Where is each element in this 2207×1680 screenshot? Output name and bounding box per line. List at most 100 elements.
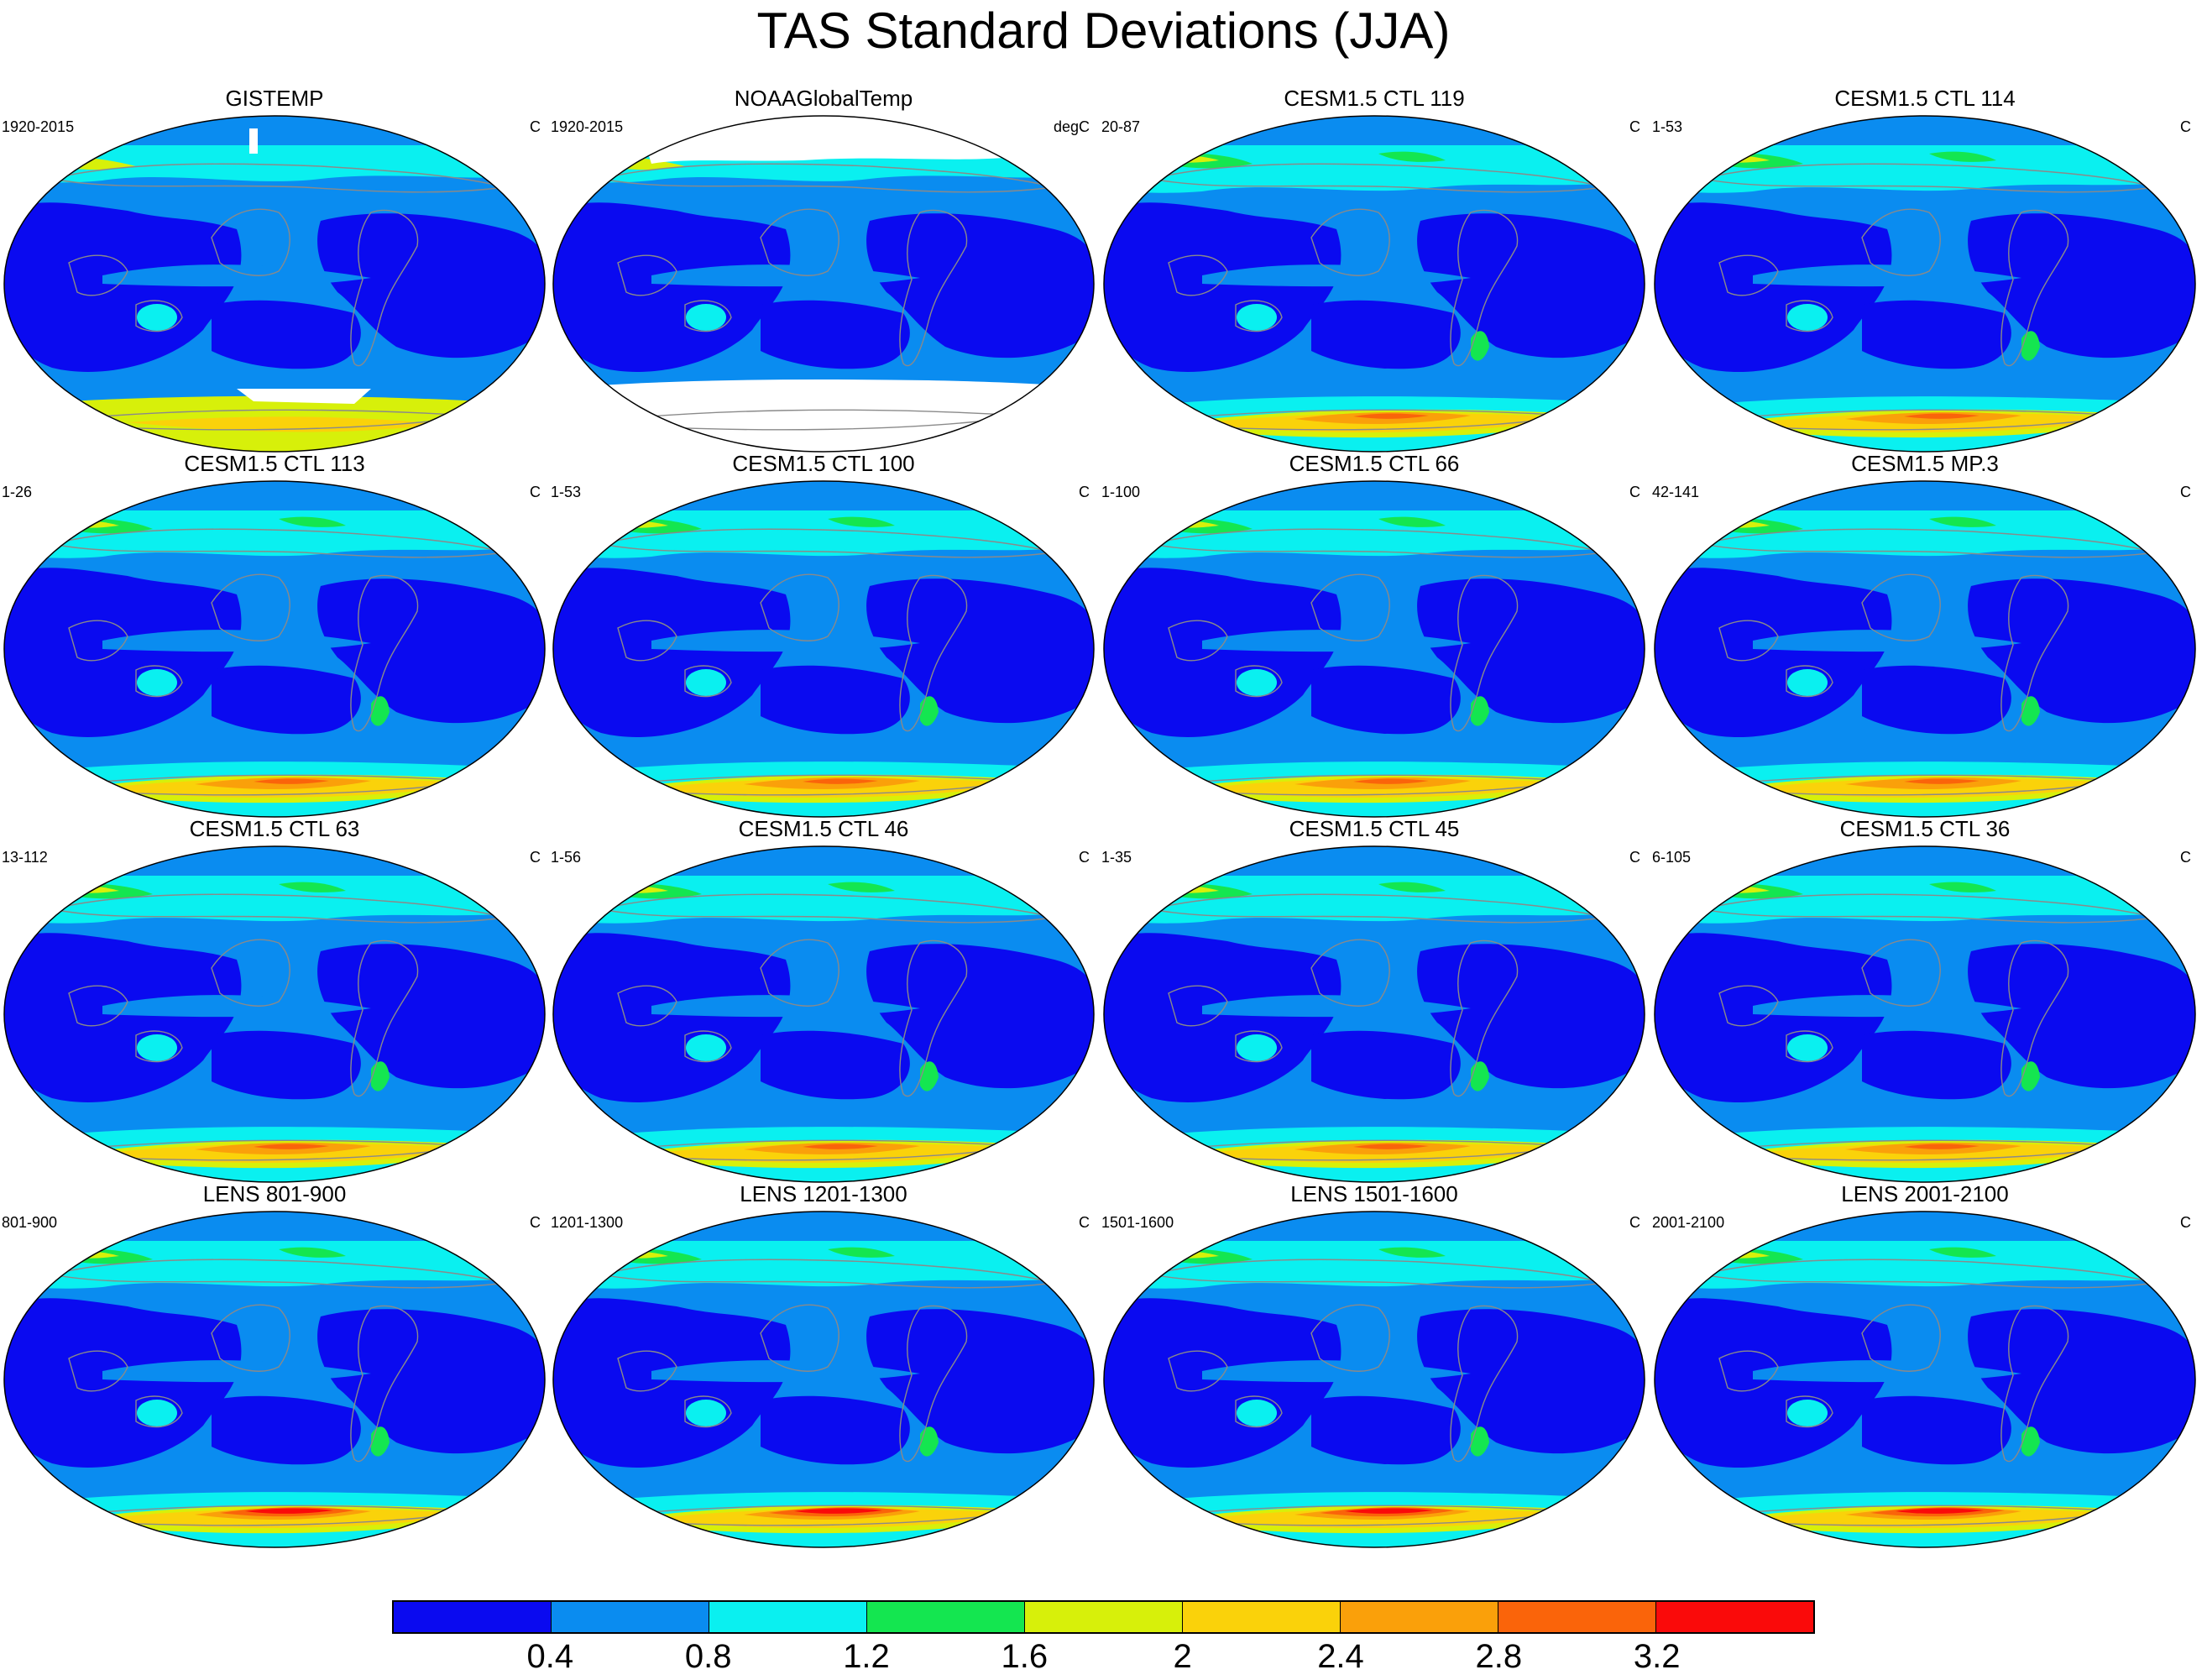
panel-period: 801-900 xyxy=(2,1214,58,1231)
contour-band-below-0.4 xyxy=(317,213,545,359)
coastline xyxy=(2000,939,2069,1097)
coastline xyxy=(1310,573,1390,641)
panel-period: 42-141 xyxy=(1652,484,1700,500)
contour-band-0.4-0.8 xyxy=(1202,630,1471,652)
colorbar-tick-label: 2.8 xyxy=(1475,1638,1523,1675)
coastline xyxy=(1310,939,1390,1007)
panel-units: C xyxy=(530,484,541,500)
contour-band-below-0.4 xyxy=(1968,944,2195,1089)
colorbar-swatch xyxy=(709,1602,867,1632)
panel-units: C xyxy=(1079,1214,1090,1231)
contour-band-0.8-1.2 xyxy=(1787,669,1828,696)
contour-band-0.4-0.8 xyxy=(102,995,371,1018)
contour-band-2.8-3.2 xyxy=(254,778,329,784)
contour-band-below-0.4 xyxy=(1417,944,1645,1089)
panel-units: C xyxy=(2180,484,2191,500)
panel-units: C xyxy=(1629,1214,1640,1231)
coastline xyxy=(1786,665,1833,698)
map-outline xyxy=(3,480,546,818)
panel-period: 2001-2100 xyxy=(1652,1214,1725,1231)
map-panel: CESM1.5 CTL 119 20-87 C xyxy=(1101,86,1647,464)
coastline xyxy=(350,939,419,1097)
map-panel: LENS 1201-1300 1201-1300 C xyxy=(551,1181,1096,1560)
contour-band-2.8-3.2 xyxy=(1353,778,1429,784)
contour-band-1.2-1.6 xyxy=(2021,331,2040,361)
coastline xyxy=(1786,1030,1833,1063)
contour-band-below-0.4 xyxy=(212,1395,361,1465)
contour-band-below-0.4 xyxy=(1311,665,1461,735)
coastline xyxy=(211,1304,290,1372)
panel-title: CESM1.5 CTL 66 xyxy=(1289,451,1460,476)
coastline xyxy=(899,209,968,367)
world-map xyxy=(1654,1211,2196,1548)
panel-units: C xyxy=(530,1214,541,1231)
contour-band-below-0.4 xyxy=(553,933,791,1102)
map-panel: CESM1.5 MP.3 42-141 C xyxy=(1652,451,2198,830)
contour-band-1.2-1.6 xyxy=(2021,1061,2040,1091)
coastline xyxy=(350,574,419,732)
contour-band-below-0.4 xyxy=(1104,933,1341,1102)
coastline xyxy=(1168,985,1228,1027)
panel-units: C xyxy=(530,118,541,135)
contour-band-below-0.4 xyxy=(1417,213,1645,359)
contour-band-0.4-0.8 xyxy=(1753,264,2021,287)
map-outline xyxy=(1103,845,1645,1183)
contour-band-0.8-1.2 xyxy=(137,304,177,331)
contour-band-0.8-1.2 xyxy=(1237,669,1277,696)
panel-period: 20-87 xyxy=(1101,118,1141,135)
coastline xyxy=(617,620,677,662)
contour-band-0.8-1.2 xyxy=(686,669,726,696)
contour-band-0.8-1.2 xyxy=(686,1400,726,1426)
contour-band-0.4-0.8 xyxy=(1753,1360,2021,1383)
contour-band-2.8-3.2 xyxy=(1904,1144,1980,1149)
contour-band-below-0.4 xyxy=(866,1309,1094,1454)
panel-units: C xyxy=(1629,484,1640,500)
coastline xyxy=(350,1305,419,1463)
contour-band-1.2-1.6 xyxy=(1471,1426,1489,1457)
missing-data-area xyxy=(553,379,1094,452)
coastline xyxy=(899,1305,968,1463)
colorbar-tick-label: 0.8 xyxy=(684,1638,732,1675)
map-panel: GISTEMP 1920-2015 C xyxy=(2,86,547,464)
contour-band-0.8-1.2 xyxy=(137,1034,177,1061)
panel-units: C xyxy=(1079,484,1090,500)
contour-band-1.2-1.6 xyxy=(371,1061,390,1091)
panel-units: C xyxy=(530,849,541,866)
coastline xyxy=(1718,620,1779,662)
map-outline xyxy=(552,1211,1095,1548)
contour-band-0.8-1.2 xyxy=(137,1400,177,1426)
coastline xyxy=(1861,208,1941,276)
contour-band-0.8-1.2 xyxy=(1655,510,2195,559)
contour-band-below-0.4 xyxy=(553,202,791,372)
contour-band-1.2-1.6 xyxy=(1471,696,1489,726)
colorbar-swatch xyxy=(1656,1602,1813,1632)
panel-title: NOAAGlobalTemp xyxy=(734,86,913,111)
panel-period: 1920-2015 xyxy=(2,118,75,135)
colorbar-swatch xyxy=(1341,1602,1498,1632)
map-outline xyxy=(1654,845,2196,1183)
coastline xyxy=(1718,254,1779,296)
coastline xyxy=(1450,209,1519,367)
contour-band-below-0.4 xyxy=(1862,1030,2011,1100)
contour-band-below-0.4 xyxy=(1862,1395,2011,1465)
coastline xyxy=(1861,1304,1941,1372)
coastline xyxy=(211,208,290,276)
contour-band-0.4-0.8 xyxy=(651,1360,920,1383)
map-panel: LENS 1501-1600 1501-1600 C xyxy=(1101,1181,1647,1560)
contour-band-below-0.4 xyxy=(1655,568,1892,737)
contour-band-below-0.4 xyxy=(761,300,910,369)
contour-band-1.2-1.6 xyxy=(828,516,895,527)
contour-band-0.4-0.8 xyxy=(1202,264,1471,287)
world-map xyxy=(552,115,1095,453)
contour-band-below-0.4 xyxy=(761,665,910,735)
panel-period: 1-53 xyxy=(1652,118,1683,135)
map-panel: CESM1.5 CTL 100 1-53 C xyxy=(551,451,1096,830)
contour-band-below-0.4 xyxy=(1311,1395,1461,1465)
colorbar xyxy=(392,1600,1815,1634)
coastline xyxy=(1310,208,1390,276)
coastline xyxy=(1450,1305,1519,1463)
map-outline xyxy=(1103,1211,1645,1548)
contour-band-0.4-0.8 xyxy=(651,630,920,652)
contour-band-below-0.4 xyxy=(1862,665,2011,735)
map-outline xyxy=(1654,115,2196,453)
